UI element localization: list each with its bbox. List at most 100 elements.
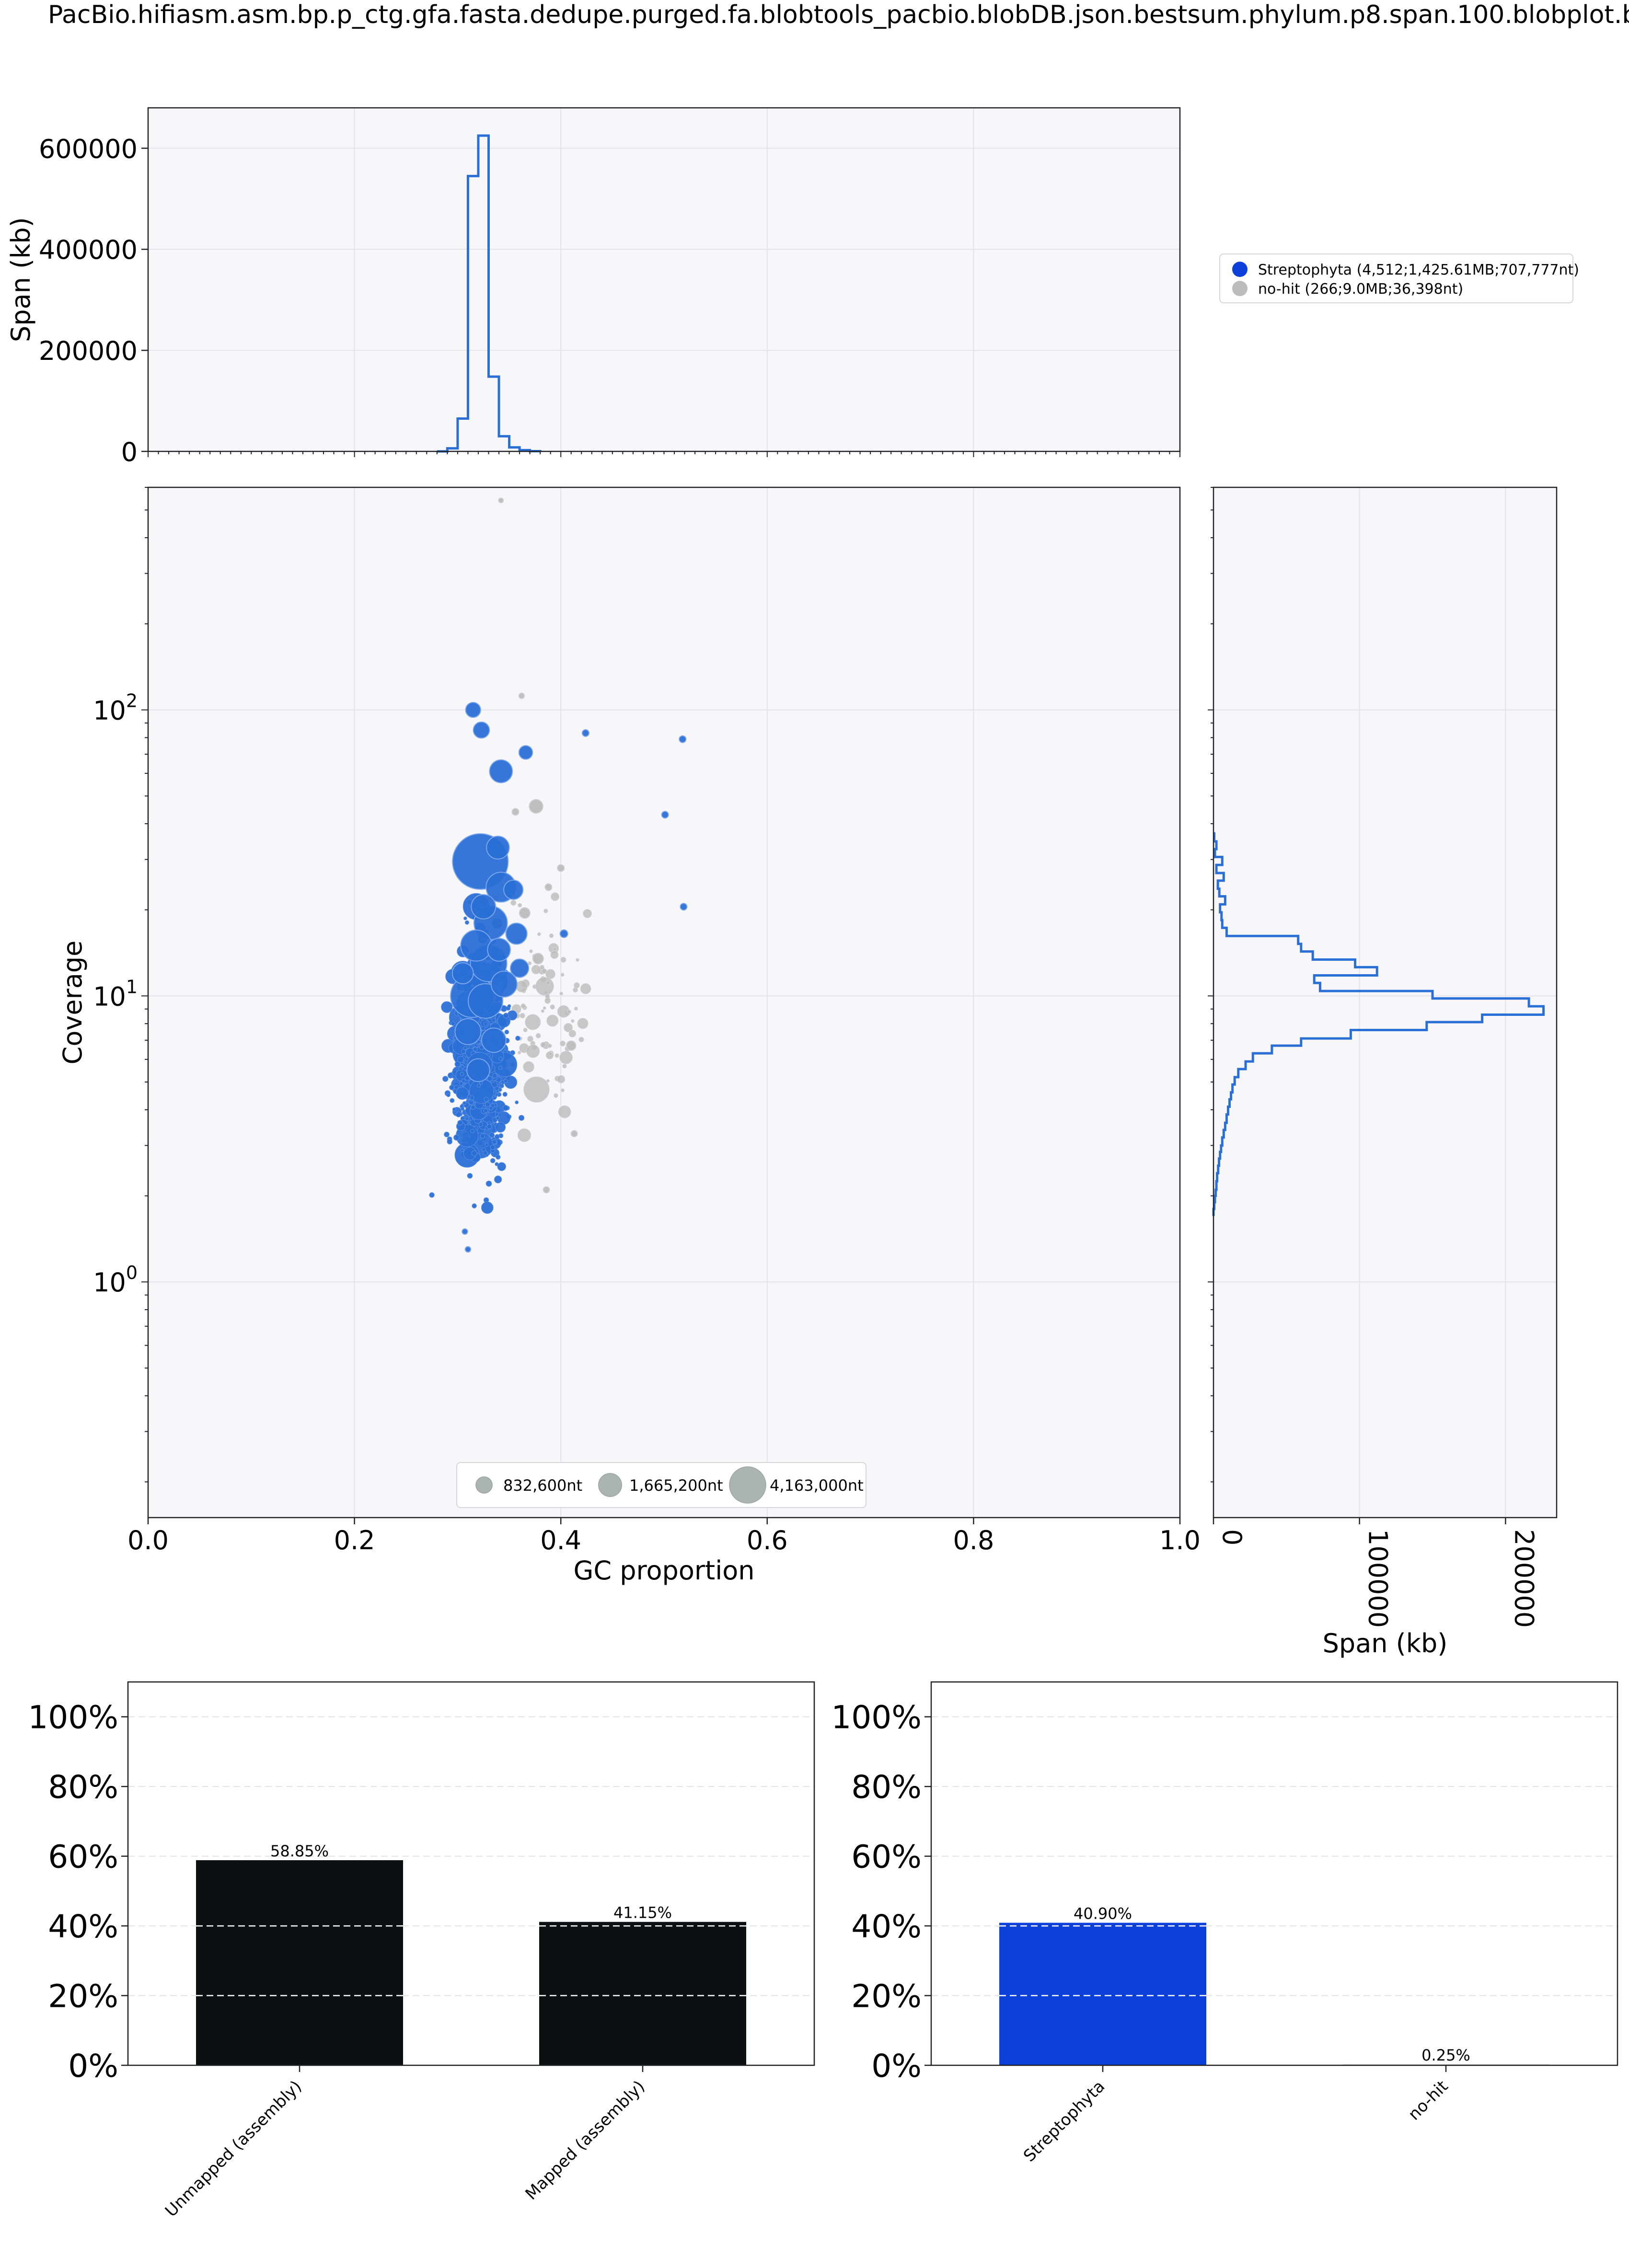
mapping-y-tick-label: 20% xyxy=(48,1978,118,2015)
blob-point-no-hit xyxy=(578,1036,584,1043)
blob-point-no-hit xyxy=(535,977,554,996)
blob-point-no-hit xyxy=(568,1030,577,1037)
blob-point-streptophyta xyxy=(461,1078,466,1083)
size-legend-label: 1,665,200nt xyxy=(629,1476,723,1495)
blob-point-no-hit xyxy=(527,1036,533,1042)
blob-point-streptophyta xyxy=(464,920,469,925)
blob-point-streptophyta xyxy=(489,1132,495,1138)
blobplot-y-tick-base: 10 xyxy=(93,1267,126,1298)
blob-point-no-hit xyxy=(570,1019,575,1023)
blob-point-streptophyta xyxy=(489,759,513,783)
taxon-y-tick-label: 80% xyxy=(851,1769,922,1806)
blob-point-no-hit xyxy=(510,899,517,906)
blob-point-streptophyta xyxy=(449,1084,455,1090)
blob-point-streptophyta xyxy=(464,1246,472,1253)
figure-title: PacBio.hifiasm.asm.bp.p_ctg.gfa.fasta.de… xyxy=(48,0,1629,29)
blob-point-no-hit xyxy=(574,1006,578,1011)
blobplot-y-tick-base: 10 xyxy=(93,981,126,1012)
blob-point-streptophyta xyxy=(483,1151,488,1156)
blob-point-no-hit xyxy=(551,892,560,901)
blob-point-no-hit xyxy=(517,1128,531,1142)
blob-point-no-hit xyxy=(557,864,565,872)
blob-point-streptophyta xyxy=(487,1076,493,1082)
blob-point-streptophyta xyxy=(494,1175,502,1184)
mapping-x-tick-label: Mapped (assembly) xyxy=(521,2077,648,2204)
blob-point-no-hit xyxy=(566,1040,577,1051)
gc-histogram-y-tick-label: 0 xyxy=(121,437,138,467)
blob-point-no-hit xyxy=(557,1075,566,1083)
blob-point-no-hit xyxy=(531,965,541,975)
blob-point-streptophyta xyxy=(460,1148,464,1152)
blob-point-streptophyta xyxy=(455,1111,462,1117)
blob-point-streptophyta xyxy=(485,1102,490,1107)
coverage-histogram-x-label: Span (kb) xyxy=(1323,1628,1448,1658)
blobplot-y-tick-exponent: 0 xyxy=(126,1262,138,1283)
blob-point-streptophyta xyxy=(463,916,467,921)
taxon-x-tick-label: Streptophyta xyxy=(1020,2077,1109,2165)
blob-point-no-hit xyxy=(574,982,580,989)
blob-point-no-hit xyxy=(511,808,520,816)
blob-point-no-hit xyxy=(583,909,592,918)
blob-point-no-hit xyxy=(520,1013,525,1019)
blob-point-streptophyta xyxy=(470,1128,475,1134)
gc-histogram-y-tick-label: 200000 xyxy=(39,336,138,366)
blob-point-streptophyta xyxy=(486,1124,492,1129)
mapping-value-label: 58.85% xyxy=(270,1842,329,1860)
blob-point-no-hit xyxy=(577,1018,589,1029)
blob-point-no-hit xyxy=(537,932,541,936)
blob-point-streptophyta xyxy=(478,1122,484,1127)
blobplot-x-tick-label: 0.4 xyxy=(540,1525,581,1555)
blob-point-streptophyta xyxy=(463,1046,467,1050)
blob-point-streptophyta xyxy=(453,1134,460,1141)
taxon-x-tick-label: no-hit xyxy=(1405,2077,1452,2124)
blob-point-no-hit xyxy=(553,947,557,951)
blob-point-streptophyta xyxy=(502,1105,509,1111)
blob-point-streptophyta xyxy=(459,1081,463,1086)
taxon-y-tick-label: 60% xyxy=(851,1839,922,1876)
blobplot-x-tick-label: 0.8 xyxy=(953,1525,994,1555)
blob-point-streptophyta xyxy=(483,1022,488,1026)
blobplot-y-label: Coverage xyxy=(58,941,88,1065)
blob-point-streptophyta xyxy=(451,962,474,985)
coverage-histogram-x-tick-label: 200000 xyxy=(1509,1529,1539,1628)
blob-point-no-hit xyxy=(523,1061,534,1073)
blob-point-streptophyta xyxy=(498,1057,503,1061)
blob-point-streptophyta xyxy=(490,1158,496,1163)
blob-point-no-hit xyxy=(546,980,551,985)
blobplot-x-label: GC proportion xyxy=(574,1555,755,1586)
blob-point-streptophyta xyxy=(486,836,510,860)
mapping-bar-frame xyxy=(127,1681,815,2066)
blob-point-no-hit xyxy=(546,1079,550,1083)
taxon-value-label: 0.25% xyxy=(1421,2046,1470,2064)
blob-point-streptophyta xyxy=(460,929,493,962)
gc-histogram-y-label: Span (kb) xyxy=(6,217,36,342)
blob-point-no-hit xyxy=(559,1050,573,1064)
blob-point-no-hit xyxy=(558,1105,571,1118)
blob-point-no-hit xyxy=(560,1088,565,1093)
blob-point-streptophyta xyxy=(507,1004,511,1008)
mapping-y-tick-label: 80% xyxy=(48,1769,118,1806)
blobplot-y-tick-exponent: 2 xyxy=(126,690,138,711)
blob-point-streptophyta xyxy=(457,1120,463,1126)
coverage-histogram-frame xyxy=(1213,486,1558,1519)
blob-point-streptophyta xyxy=(472,1203,477,1209)
blob-point-streptophyta xyxy=(484,1096,489,1102)
blob-point-streptophyta xyxy=(518,745,533,760)
coverage-histogram-x-tick-label: 100000 xyxy=(1363,1529,1393,1628)
blobplot-x-tick-label: 0.0 xyxy=(127,1525,169,1555)
blob-point-streptophyta xyxy=(473,1047,478,1052)
blob-point-no-hit xyxy=(516,980,528,992)
blob-point-streptophyta xyxy=(442,1076,449,1082)
blob-point-streptophyta xyxy=(462,1101,467,1105)
blob-point-streptophyta xyxy=(429,1192,435,1198)
blob-point-streptophyta xyxy=(499,1083,504,1088)
blob-point-no-hit xyxy=(544,883,553,891)
blob-point-streptophyta xyxy=(487,938,511,962)
blob-point-streptophyta xyxy=(452,1107,456,1112)
blob-point-streptophyta xyxy=(489,1106,494,1111)
blob-point-streptophyta xyxy=(518,1115,525,1121)
blob-point-streptophyta xyxy=(680,903,688,911)
blob-point-no-hit xyxy=(528,961,532,966)
blob-point-streptophyta xyxy=(502,1092,508,1097)
